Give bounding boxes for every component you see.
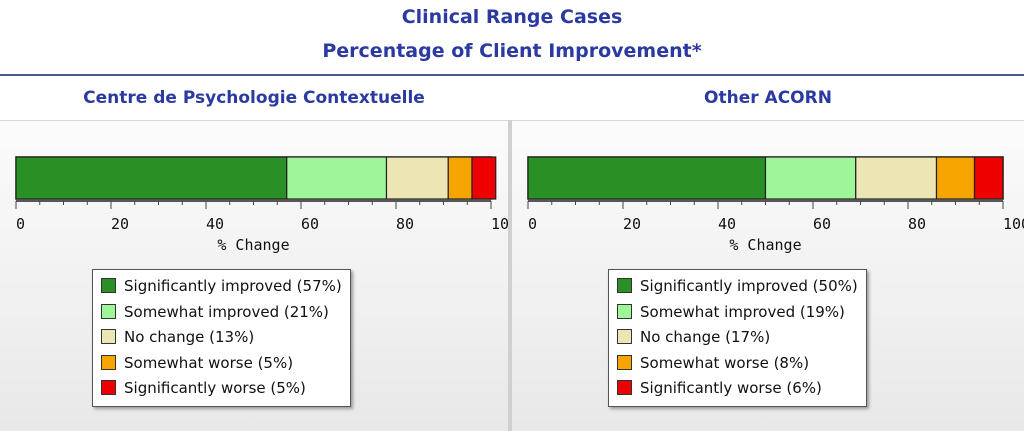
legend-label: Significantly improved (57%)	[124, 277, 342, 295]
x-tick-label: 100	[491, 215, 508, 233]
bar-segment-significantly-worse	[973, 156, 1004, 200]
page-subtitle: Percentage of Client Improvement*	[322, 40, 702, 62]
x-tick-label: 40	[718, 215, 736, 233]
legend-label: Somewhat worse (5%)	[124, 353, 294, 372]
chart-title-left: Centre de Psychologie Contextuelle	[83, 88, 425, 108]
legend-label: Somewhat improved (19%)	[640, 302, 845, 321]
bar-segment-significantly-improved	[15, 156, 288, 200]
legend-swatch	[101, 278, 116, 293]
legend-label: Somewhat improved (21%)	[124, 302, 329, 321]
legend-item: Significantly improved (50%)	[617, 274, 858, 300]
legend-label: Somewhat worse (8%)	[640, 353, 810, 372]
x-tick-label: 80	[908, 215, 926, 233]
x-tick-label: 0	[528, 215, 537, 233]
page-title: Clinical Range Cases	[401, 6, 623, 28]
bar-segment-somewhat-worse	[447, 156, 473, 200]
chart-panel-right: 0 20 40 60 80 100 % Change Significantly impro…	[512, 120, 1024, 431]
legend-swatch	[101, 329, 116, 344]
legend-swatch	[617, 354, 632, 370]
x-tick-label: 20	[623, 215, 641, 233]
x-tick-label: 100	[1003, 215, 1024, 233]
legend-item: No change (13%)	[101, 325, 342, 351]
legend-item: Significantly worse (5%)	[101, 376, 342, 402]
x-tick-label: 40	[206, 215, 224, 233]
legend-label: Significantly improved (50%)	[640, 277, 858, 295]
bar-segment-no-change	[385, 156, 449, 200]
legend-swatch	[101, 354, 116, 370]
report-header: Clinical Range Cases Percentage of Clien…	[0, 0, 1024, 76]
legend-label: Significantly worse (5%)	[124, 379, 306, 397]
chart-title-right: Other ACORN	[704, 88, 832, 108]
legend-item: Somewhat improved (19%)	[617, 300, 858, 326]
chart-legend-right: Significantly improved (50%) Somewhat imp…	[608, 269, 867, 407]
bar-segment-significantly-improved	[527, 156, 767, 200]
legend-swatch	[617, 303, 632, 319]
chart-legend-left: Significantly improved (57%) Somewhat imp…	[92, 269, 351, 407]
bar-segment-somewhat-improved	[286, 156, 388, 200]
legend-label: No change (13%)	[124, 328, 255, 346]
legend-swatch	[101, 303, 116, 319]
x-tick-label: 80	[396, 215, 414, 233]
legend-swatch	[617, 380, 632, 395]
x-axis-label: % Change	[729, 236, 801, 254]
bar-segment-significantly-worse	[471, 156, 497, 200]
legend-swatch	[101, 380, 116, 395]
stacked-bar-chart-right: 0 20 40 60 80 100 % Change	[527, 156, 1024, 254]
bar-segment-somewhat-worse	[935, 156, 976, 200]
x-axis-label: % Change	[217, 236, 289, 254]
bar-segment-somewhat-improved	[764, 156, 857, 200]
x-tick-label: 60	[301, 215, 319, 233]
x-tick-label: 20	[111, 215, 129, 233]
legend-label: Significantly worse (6%)	[640, 379, 822, 397]
legend-item: Somewhat worse (5%)	[101, 351, 342, 377]
legend-swatch	[617, 278, 632, 293]
bar-segment-no-change	[855, 156, 938, 200]
legend-item: Somewhat improved (21%)	[101, 300, 342, 326]
legend-item: Significantly worse (6%)	[617, 376, 858, 402]
legend-item: No change (17%)	[617, 325, 858, 351]
x-tick-label: 0	[16, 215, 25, 233]
panel-divider	[508, 120, 512, 431]
x-tick-label: 60	[813, 215, 831, 233]
stacked-bar-chart-left: 0 20 40 60 80 100 % Change	[15, 156, 508, 254]
chart-panel-left: 0 20 40 60 80 100 % Change Significantly impro…	[0, 120, 508, 431]
legend-item: Significantly improved (57%)	[101, 274, 342, 300]
legend-label: No change (17%)	[640, 328, 771, 346]
legend-item: Somewhat worse (8%)	[617, 351, 858, 377]
legend-swatch	[617, 329, 632, 344]
